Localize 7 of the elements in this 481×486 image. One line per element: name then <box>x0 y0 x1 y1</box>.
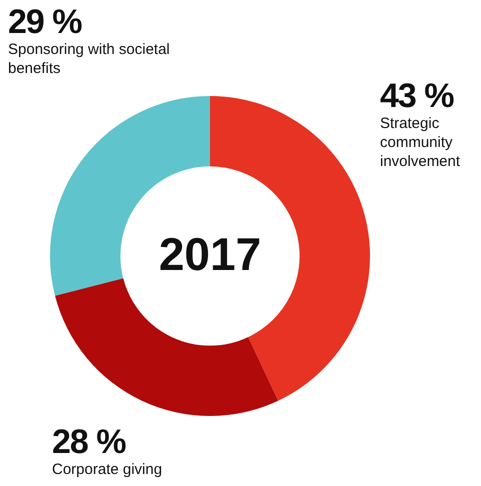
slice-label: Sponsoring with societal benefits <box>8 40 171 78</box>
text: 2017 <box>158 227 262 282</box>
data-label: 29 % <box>8 3 82 41</box>
slice-label: Corporate giving <box>52 460 164 479</box>
data-label: 28 % <box>52 423 126 461</box>
slice-label: Strategic community involvement <box>380 114 462 171</box>
data-label: 43 % <box>380 77 454 115</box>
